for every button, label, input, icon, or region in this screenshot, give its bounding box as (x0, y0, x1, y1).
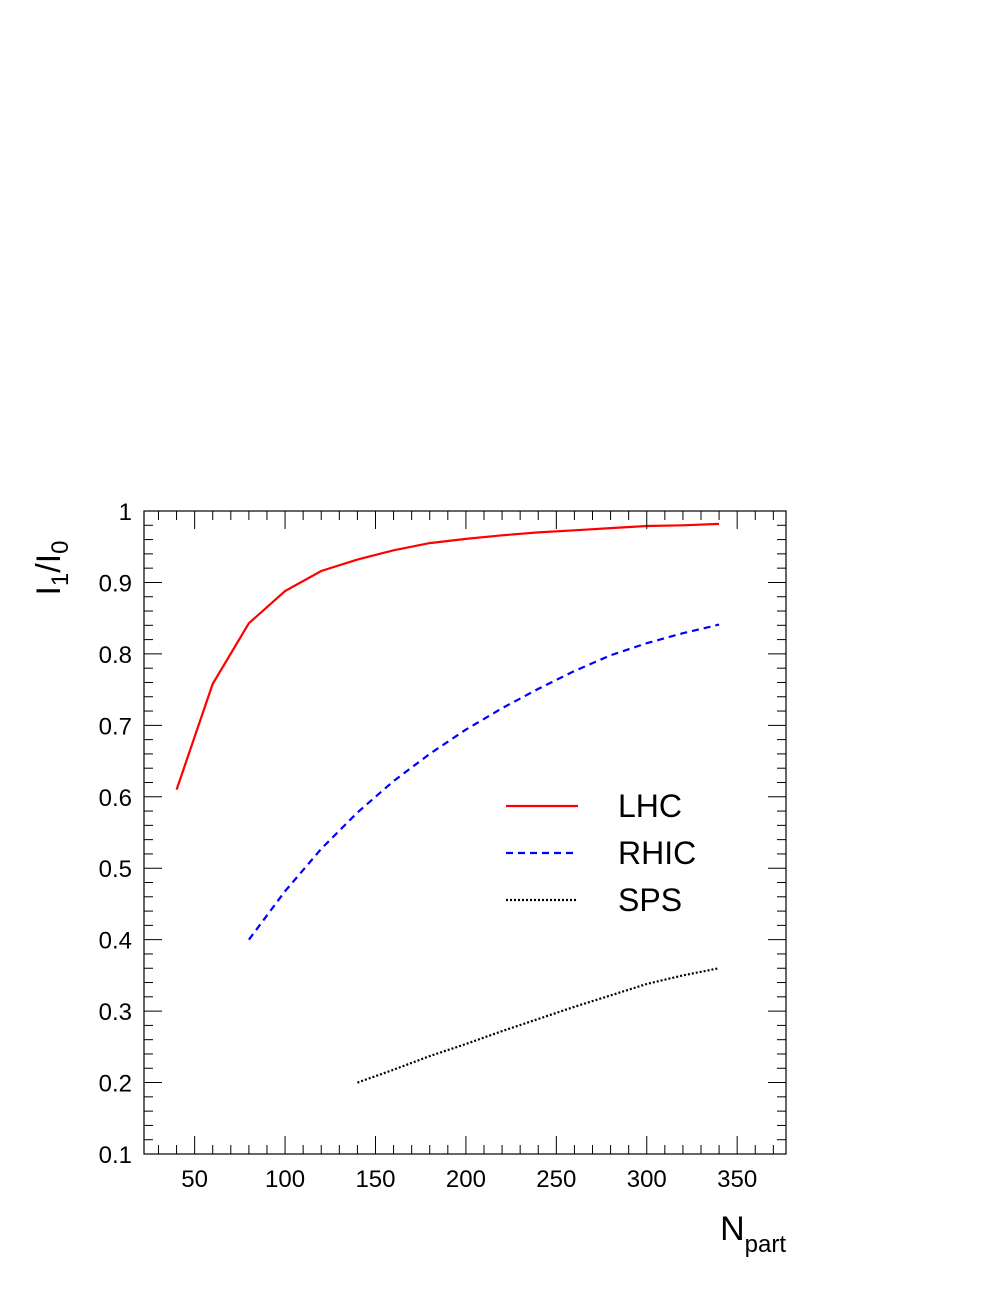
y-axis-label: I1/I0 (30, 540, 74, 595)
plot-area (175, 522, 720, 1084)
x-tick-label: 100 (265, 1166, 305, 1193)
y-tick-label: 0.8 (99, 642, 132, 669)
legend-label-lhc: LHC (618, 788, 682, 824)
legend-label-sps: SPS (618, 882, 682, 918)
y-tick-label: 0.2 (99, 1071, 132, 1098)
plot-frame (143, 510, 787, 1155)
y-tick-label: 0.4 (99, 928, 132, 955)
x-tick-label: 300 (627, 1166, 667, 1193)
legend-label-rhic: RHIC (618, 835, 696, 871)
y-tick-label: 0.7 (99, 713, 132, 740)
x-tick-label: 50 (181, 1166, 208, 1193)
x-tick-label: 250 (536, 1166, 576, 1193)
x-tick-label: 200 (446, 1166, 486, 1193)
x-tick-label: 350 (717, 1166, 757, 1193)
y-tick-label: 1 (119, 499, 132, 526)
x-tick-label: 150 (355, 1166, 395, 1193)
axes: 50 100 150 200 250 300 350 0.1 0.2 0.3 0.4 0.5 0.6 0.… (99, 499, 787, 1193)
y-tick-label: 0.3 (99, 999, 132, 1026)
y-tick-label: 0.1 (99, 1142, 132, 1169)
series-line-sps (357, 967, 720, 1084)
y-tick-label: 0.9 (99, 570, 132, 597)
series-line-lhc (175, 522, 720, 790)
y-tick-label: 0.5 (99, 856, 132, 883)
x-axis-label: Npart (720, 1210, 786, 1258)
series-line-rhic (248, 623, 720, 941)
y-tick-label: 0.6 (99, 785, 132, 812)
legend: LHC RHIC SPS (506, 788, 696, 918)
